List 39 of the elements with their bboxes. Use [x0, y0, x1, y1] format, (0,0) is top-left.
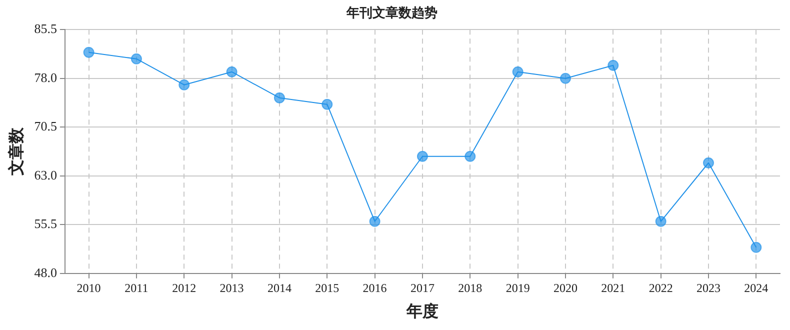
x-tick-label: 2020 — [553, 280, 578, 295]
x-tick-label: 2022 — [648, 280, 673, 295]
x-axis-title: 年度 — [405, 302, 438, 321]
point — [322, 98, 333, 110]
y-tick-label: 63.0 — [34, 167, 57, 182]
y-tick-label: 55.5 — [34, 216, 57, 232]
point — [226, 66, 238, 78]
x-tick-label: 2014 — [267, 280, 292, 295]
x-tick-label: 2024 — [744, 280, 768, 295]
y-tick-label: 85.5 — [34, 21, 57, 36]
x-tick-label: 2021 — [601, 280, 626, 295]
y-axis-title: 文章数 — [8, 126, 26, 176]
point — [274, 92, 285, 104]
point — [560, 72, 571, 84]
x-tick-label: 2016 — [362, 280, 387, 295]
point — [608, 60, 619, 71]
point — [655, 216, 666, 227]
point — [178, 79, 190, 90]
y-tick-label: 48.0 — [34, 264, 57, 280]
point — [464, 150, 476, 162]
chart-title: 年刊文章数趋势 — [346, 5, 438, 20]
x-tick-label: 2012 — [172, 280, 196, 295]
x-tick-label: 2013 — [220, 280, 244, 295]
x-tick-label: 2017 — [410, 280, 434, 295]
point — [369, 216, 380, 227]
point — [83, 46, 94, 58]
x-tick-label: 2018 — [458, 280, 482, 295]
x-tick-label: 2015 — [315, 280, 340, 295]
point — [702, 157, 714, 168]
point — [416, 150, 428, 162]
x-tick-label: 2019 — [506, 280, 530, 295]
x-tick-label: 2023 — [696, 280, 720, 295]
point — [130, 53, 142, 64]
x-tick-label: 2011 — [124, 280, 148, 295]
point — [512, 66, 524, 78]
y-tick-label: 70.5 — [34, 118, 57, 134]
x-tick-label: 2010 — [76, 280, 101, 295]
point — [750, 242, 762, 253]
y-tick-label: 78.0 — [34, 70, 57, 85]
